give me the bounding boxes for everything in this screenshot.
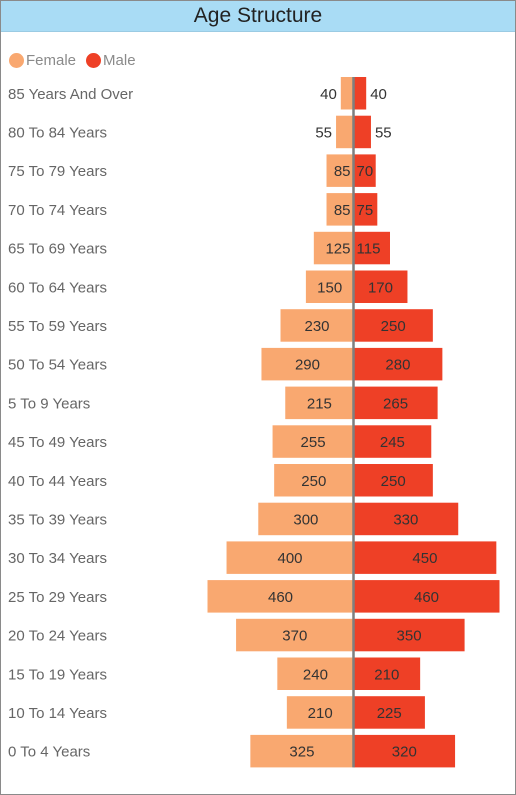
- data-label-female-10-to-14-years: 210: [308, 705, 333, 722]
- category-label-0-to-4-years: 0 To 4 Years: [8, 744, 90, 761]
- data-label-male-5-to-9-years: 265: [383, 395, 408, 412]
- chart-title: Age Structure: [1, 1, 515, 32]
- data-label-female-45-to-49-years: 255: [301, 434, 326, 451]
- bar-female-60-to-64-years[interactable]: [305, 270, 354, 304]
- bar-male-25-to-29-years[interactable]: [353, 580, 500, 613]
- bar-male-5-to-9-years[interactable]: [353, 386, 438, 420]
- bar-female-75-to-79-years[interactable]: [326, 154, 354, 187]
- category-label-15-to-19-years: 15 To 19 Years: [8, 666, 107, 683]
- data-label-male-75-to-79-years: 70: [357, 163, 374, 180]
- data-label-female-85-years-and-over: 40: [320, 86, 337, 103]
- legend-item-male[interactable]: Male: [86, 52, 136, 69]
- bar-male-0-to-4-years[interactable]: [353, 734, 456, 768]
- bar-female-50-to-54-years[interactable]: [261, 347, 354, 381]
- bar-female-55-to-59-years[interactable]: [280, 309, 354, 342]
- data-label-male-65-to-69-years: 115: [357, 241, 381, 258]
- data-label-male-45-to-49-years: 245: [380, 434, 405, 451]
- data-label-male-10-to-14-years: 225: [377, 705, 402, 722]
- bar-male-80-to-84-years[interactable]: [353, 115, 371, 149]
- bar-female-40-to-44-years[interactable]: [274, 464, 354, 497]
- bar-male-50-to-54-years[interactable]: [353, 347, 443, 381]
- legend-label-female: Female: [26, 51, 77, 69]
- data-label-male-55-to-59-years: 250: [381, 318, 406, 335]
- category-label-70-to-74-years: 70 To 74 Years: [8, 202, 107, 219]
- data-label-male-70-to-74-years: 75: [357, 202, 374, 219]
- data-label-male-0-to-4-years: 320: [392, 744, 417, 761]
- data-label-female-15-to-19-years: 240: [303, 666, 328, 683]
- category-label-80-to-84-years: 80 To 84 Years: [8, 124, 107, 141]
- bar-female-80-to-84-years[interactable]: [336, 115, 354, 149]
- data-label-male-80-to-84-years: 55: [375, 124, 392, 141]
- bar-female-45-to-49-years[interactable]: [272, 425, 354, 458]
- bar-female-70-to-74-years[interactable]: [326, 193, 354, 226]
- data-label-male-60-to-64-years: 170: [368, 279, 393, 296]
- data-label-female-20-to-24-years: 370: [282, 628, 307, 645]
- bar-male-10-to-14-years[interactable]: [353, 696, 425, 729]
- legend-swatch-male: [86, 52, 102, 68]
- category-label-50-to-54-years: 50 To 54 Years: [8, 357, 107, 374]
- data-label-female-35-to-39-years: 300: [293, 511, 318, 528]
- data-label-female-5-to-9-years: 215: [307, 395, 332, 412]
- data-label-female-30-to-34-years: 400: [278, 550, 303, 567]
- data-label-female-25-to-29-years: 460: [268, 589, 293, 606]
- legend-item-female[interactable]: Female: [9, 52, 76, 69]
- data-label-male-25-to-29-years: 460: [414, 589, 439, 606]
- category-label-65-to-69-years: 65 To 69 Years: [8, 241, 107, 258]
- legend-label-male: Male: [103, 51, 136, 69]
- bar-female-30-to-34-years[interactable]: [226, 541, 354, 574]
- data-label-female-80-to-84-years: 55: [315, 124, 332, 141]
- bar-female-0-to-4-years[interactable]: [250, 734, 354, 768]
- data-label-male-50-to-54-years: 280: [385, 357, 410, 374]
- data-label-male-20-to-24-years: 350: [397, 628, 422, 645]
- bar-female-15-to-19-years[interactable]: [277, 657, 354, 691]
- bar-female-25-to-29-years[interactable]: [207, 580, 354, 613]
- category-label-5-to-9-years: 5 To 9 Years: [8, 395, 90, 412]
- bar-male-35-to-39-years[interactable]: [353, 502, 459, 536]
- bar-male-15-to-19-years[interactable]: [353, 657, 421, 691]
- data-label-female-40-to-44-years: 250: [301, 473, 326, 490]
- category-label-75-to-79-years: 75 To 79 Years: [8, 163, 107, 180]
- category-label-85-years-and-over: 85 Years And Over: [8, 86, 133, 103]
- bar-male-55-to-59-years[interactable]: [353, 309, 433, 342]
- category-label-20-to-24-years: 20 To 24 Years: [8, 628, 107, 645]
- bar-female-10-to-14-years[interactable]: [286, 696, 354, 729]
- data-label-female-60-to-64-years: 150: [317, 279, 342, 296]
- legend-swatch-female: [9, 52, 24, 68]
- data-label-female-0-to-4-years: 325: [289, 744, 314, 761]
- data-label-male-85-years-and-over: 40: [370, 86, 387, 103]
- bar-female-85-years-and-over[interactable]: [340, 77, 354, 110]
- bar-male-30-to-34-years[interactable]: [353, 541, 497, 574]
- bar-male-70-to-74-years[interactable]: [353, 193, 378, 226]
- data-label-male-30-to-34-years: 450: [412, 550, 437, 567]
- data-label-female-75-to-79-years: 85: [334, 163, 351, 180]
- data-label-female-55-to-59-years: 230: [304, 318, 329, 335]
- legend: Female Male: [9, 50, 146, 70]
- bar-female-5-to-9-years[interactable]: [285, 386, 354, 420]
- data-label-male-15-to-19-years: 210: [374, 666, 399, 683]
- bar-male-20-to-24-years[interactable]: [353, 618, 465, 652]
- data-label-male-40-to-44-years: 250: [381, 473, 406, 490]
- bar-female-65-to-69-years[interactable]: [313, 231, 354, 265]
- bar-female-35-to-39-years[interactable]: [258, 502, 354, 536]
- category-label-60-to-64-years: 60 To 64 Years: [8, 279, 107, 296]
- data-label-female-70-to-74-years: 85: [334, 202, 351, 219]
- bar-female-20-to-24-years[interactable]: [236, 618, 354, 652]
- category-label-35-to-39-years: 35 To 39 Years: [8, 511, 107, 528]
- data-label-female-50-to-54-years: 290: [295, 357, 320, 374]
- category-label-30-to-34-years: 30 To 34 Years: [8, 550, 107, 567]
- bar-male-60-to-64-years[interactable]: [353, 270, 408, 304]
- category-label-55-to-59-years: 55 To 59 Years: [8, 318, 107, 335]
- category-label-40-to-44-years: 40 To 44 Years: [8, 473, 107, 490]
- category-label-10-to-14-years: 10 To 14 Years: [8, 705, 107, 722]
- category-label-45-to-49-years: 45 To 49 Years: [8, 434, 107, 451]
- bar-male-75-to-79-years[interactable]: [353, 154, 376, 187]
- bar-male-65-to-69-years[interactable]: [353, 231, 391, 265]
- category-label-25-to-29-years: 25 To 29 Years: [8, 589, 107, 606]
- data-label-male-35-to-39-years: 330: [393, 511, 418, 528]
- bar-male-45-to-49-years[interactable]: [353, 425, 432, 458]
- data-label-female-65-to-69-years: 125: [325, 241, 350, 258]
- bar-male-85-years-and-over[interactable]: [353, 77, 367, 110]
- bar-male-40-to-44-years[interactable]: [353, 464, 433, 497]
